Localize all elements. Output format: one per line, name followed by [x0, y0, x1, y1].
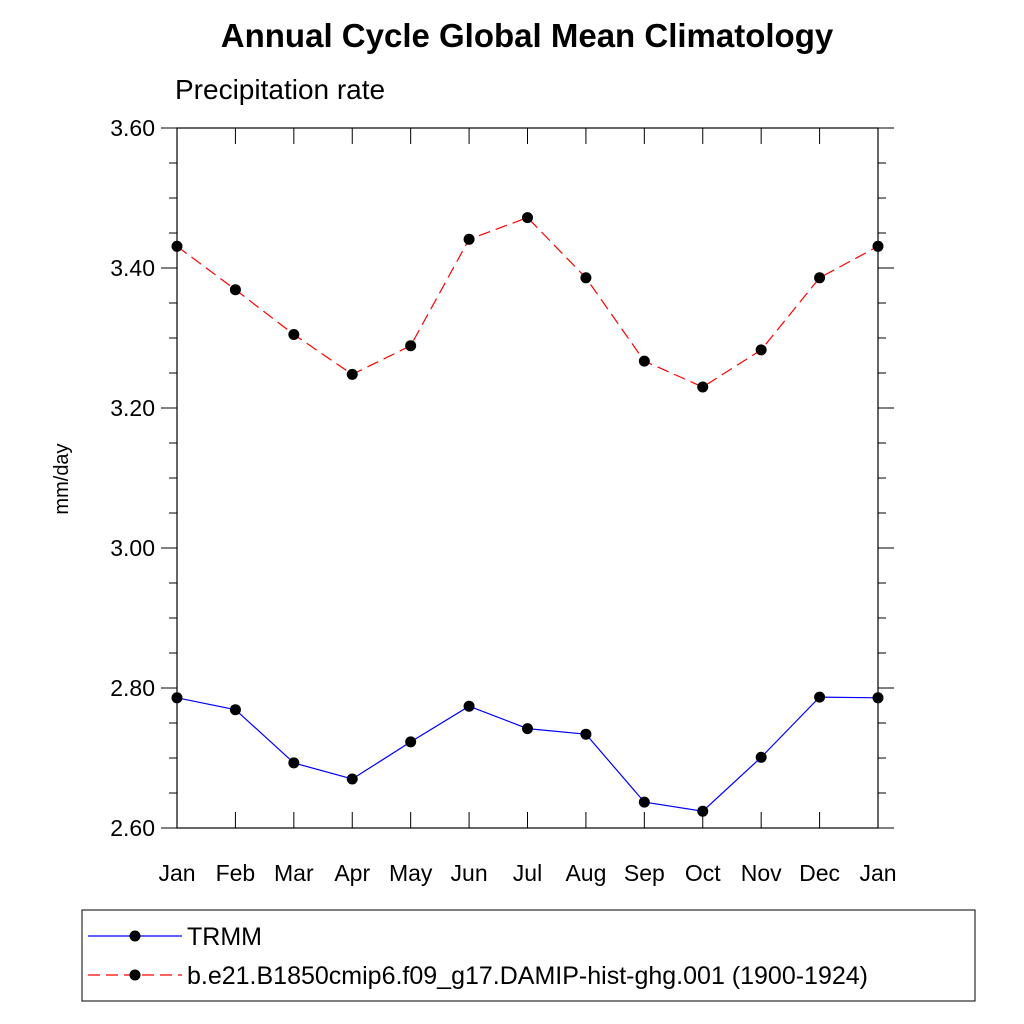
data-point-0	[346, 773, 358, 785]
data-point-1	[638, 355, 650, 367]
data-point-0	[580, 728, 592, 740]
x-tick-label: Apr	[334, 860, 370, 886]
data-point-0	[814, 691, 826, 703]
series-line-1	[176, 216, 879, 388]
y-axis-title: mm/day	[51, 443, 73, 514]
chart-title: Annual Cycle Global Mean Climatology	[221, 17, 834, 54]
data-point-1	[405, 340, 417, 352]
legend-label-1: b.e21.B1850cmip6.f09_g17.DAMIP-hist-ghg.…	[187, 962, 868, 990]
y-tick-label: 3.20	[110, 395, 155, 421]
data-point-0	[171, 692, 183, 704]
data-point-1	[580, 272, 592, 284]
x-tick-label: Jun	[451, 860, 488, 886]
data-point-1	[229, 284, 241, 296]
data-point-0	[405, 736, 417, 748]
y-tick-label: 2.80	[110, 675, 155, 701]
x-tick-label: Sep	[624, 860, 665, 886]
data-point-1	[346, 368, 358, 380]
legend-marker-1	[129, 969, 141, 981]
x-tick-label: Dec	[799, 860, 840, 886]
x-tick-label: Nov	[741, 860, 782, 886]
data-point-0	[638, 796, 650, 808]
y-tick-label: 2.60	[110, 815, 155, 841]
data-point-1	[697, 381, 709, 393]
x-tick-label: Mar	[274, 860, 314, 886]
x-tick-label: Jan	[158, 860, 195, 886]
y-tick-label: 3.60	[110, 115, 155, 141]
x-tick-label: May	[389, 860, 433, 886]
series-line-0	[176, 696, 879, 812]
x-tick-label: Aug	[565, 860, 606, 886]
legend-label-0: TRMM	[187, 923, 262, 951]
data-point-0	[522, 723, 533, 735]
x-tick-label: Jul	[513, 860, 542, 886]
x-tick-label: Jan	[859, 860, 896, 886]
y-tick-label: 3.00	[110, 535, 155, 561]
x-tick-label: Feb	[216, 860, 256, 886]
data-point-1	[522, 212, 533, 224]
data-point-1	[171, 240, 183, 252]
plot-frame	[176, 127, 879, 829]
data-point-1	[463, 233, 475, 245]
data-point-1	[872, 240, 884, 252]
data-point-0	[697, 805, 709, 817]
data-point-0	[872, 692, 884, 704]
data-point-1	[755, 344, 767, 356]
data-point-0	[755, 751, 767, 763]
data-point-0	[288, 757, 300, 769]
plot-area: Jan Feb Mar Apr May Jun Jul Aug Sep Oct Nov Dec Jan2…	[110, 115, 896, 886]
data-point-0	[463, 700, 475, 712]
legend: TRMM b.e21.B1850cmip6.f09_g17.DAMIP-hist-…	[81, 909, 976, 1002]
data-point-0	[229, 704, 241, 716]
data-point-1	[288, 329, 300, 340]
x-tick-label: Oct	[685, 860, 721, 886]
chart-subtitle: Precipitation rate	[175, 74, 385, 105]
data-point-1	[814, 272, 826, 284]
y-tick-label: 3.40	[110, 255, 155, 281]
legend-marker-0	[129, 930, 141, 942]
legend-box	[81, 909, 976, 1002]
